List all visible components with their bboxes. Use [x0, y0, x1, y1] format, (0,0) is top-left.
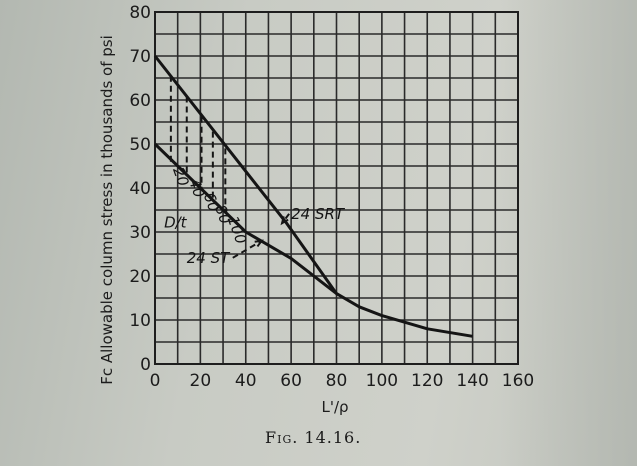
x-tick-label: 100	[366, 371, 398, 391]
y-axis-label: Fc Allowable column stress in thousands …	[98, 35, 116, 385]
annotation-arrow	[232, 239, 263, 259]
y-tick-label: 60	[129, 91, 151, 111]
series-line	[153, 142, 338, 295]
plot-frame	[154, 11, 519, 365]
x-tick-label: 60	[280, 371, 302, 391]
chart-grid	[154, 11, 519, 365]
series-line	[153, 55, 473, 338]
annotation-label: 24 SRT	[291, 205, 346, 223]
curve-annotations: 24 SRT 24 ST D/t	[164, 205, 346, 267]
x-tick-label: 40	[235, 371, 257, 391]
opposite-page-shadow	[500, 0, 637, 466]
arrowhead	[280, 216, 289, 226]
y-tick-label: 50	[129, 135, 151, 155]
y-tick-label: 80	[129, 3, 151, 23]
x-tick-label: 0	[150, 371, 161, 391]
y-tick-label: 20	[129, 267, 151, 287]
x-tick-label: 20	[190, 371, 212, 391]
y-tick-label: 70	[129, 47, 151, 67]
y-tick-labels: 0 10 20 30 40 50 60 70 80	[129, 3, 151, 375]
y-tick-label: 10	[129, 311, 151, 331]
figure-caption: Fig. 14.16.	[265, 428, 362, 447]
annotation-label: 24 ST	[187, 249, 231, 267]
x-tick-label: 80	[326, 371, 348, 391]
annotation-label: D/t	[164, 214, 188, 232]
dt-line-label: 40	[185, 176, 208, 200]
y-tick-label: 30	[129, 223, 151, 243]
x-tick-labels: 0 20 40 60 80 100 120 140 160	[150, 371, 535, 391]
annotation-arrow	[281, 213, 290, 224]
dt-line-label: 80	[211, 202, 234, 226]
dt-line-label: 60	[200, 190, 223, 214]
arrowhead	[254, 239, 264, 248]
stress-curves	[153, 55, 473, 338]
x-tick-label: 120	[411, 371, 443, 391]
x-axis-label: L'/ρ	[321, 398, 348, 416]
x-tick-label: 160	[502, 371, 534, 391]
y-tick-label: 0	[140, 355, 151, 375]
y-tick-label: 40	[129, 179, 151, 199]
x-tick-label: 140	[456, 371, 488, 391]
